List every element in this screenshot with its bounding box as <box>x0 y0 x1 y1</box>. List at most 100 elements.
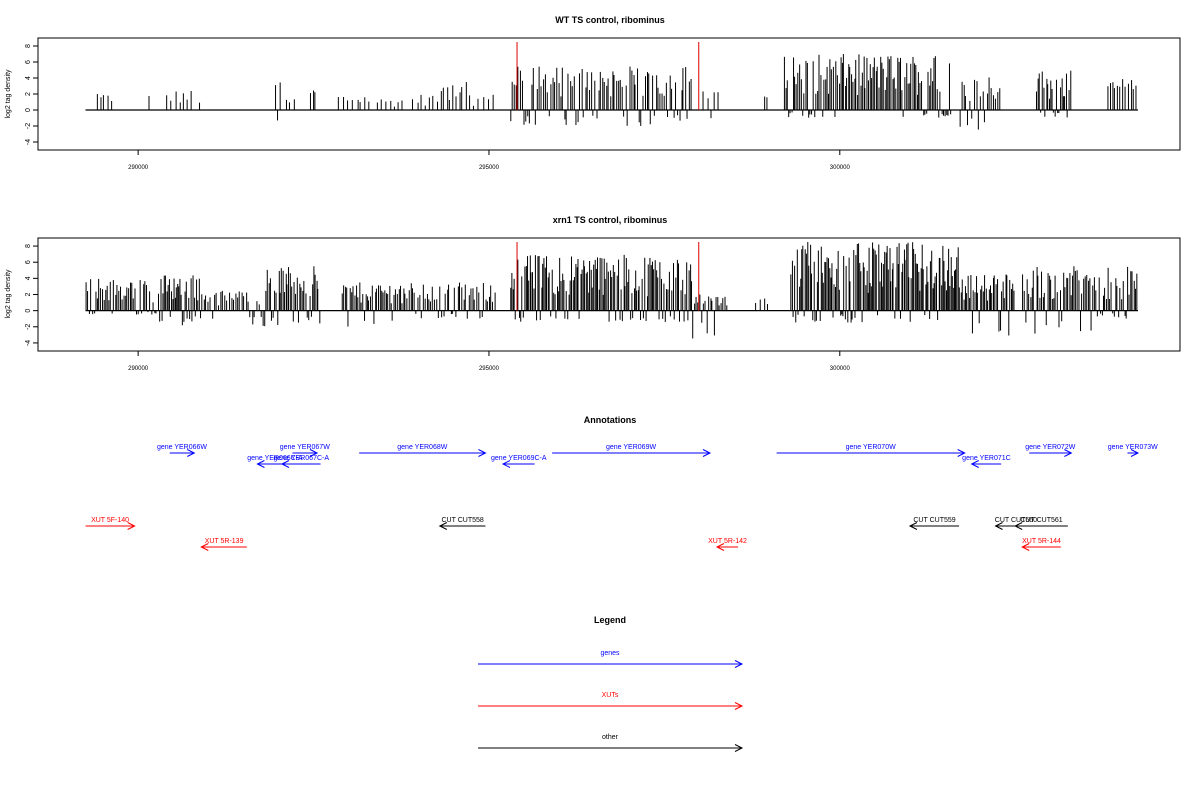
xrn1-x-tick: 290000 <box>128 351 149 372</box>
wt-y-tick-label: 4 <box>25 76 32 80</box>
annotation-feature-label: gene YER069C-A <box>491 455 547 462</box>
xrn1-x-tick-label: 290000 <box>128 366 149 372</box>
annotation-feature-label: gene YER072W <box>1025 444 1075 451</box>
xrn1-y-tick-label: 6 <box>25 260 32 264</box>
annotation-feature-label: XUT 5R-142 <box>708 538 747 545</box>
xrn1-panel: xrn1 TS control, ribominus log2 tag dens… <box>5 215 1181 372</box>
annotations-panel: Annotations gene YER066W gene YER067W gene… <box>85 415 1158 551</box>
annotation-feature: gene YER068W <box>359 444 487 457</box>
annotation-feature-label: gene YER067C-A <box>274 455 330 462</box>
wt-y-ticks: -4 -2 0 2 4 6 8 <box>25 44 39 145</box>
annotation-feature-label: gene YER067W <box>280 444 330 451</box>
annotation-feature: XUT 5R-139 <box>200 538 247 551</box>
wt-x-ticks: 290000 295000 300000 <box>128 150 850 171</box>
wt-x-tick-label: 290000 <box>128 165 149 171</box>
annotation-feature: gene YER069C-A <box>491 455 547 468</box>
xrn1-y-tick: -2 <box>25 324 38 330</box>
wt-y-tick-label: -4 <box>25 139 32 145</box>
wt-plot-frame <box>37 37 1181 151</box>
annotation-feature-label: XUT 5R-139 <box>205 538 244 545</box>
legend-entry: XUTs <box>478 692 744 710</box>
annotation-feature-label: CUT CUT561 <box>1020 517 1062 524</box>
xrn1-x-ticks: 290000 295000 300000 <box>128 351 850 372</box>
annotation-feature-label: CUT CUT559 <box>913 517 955 524</box>
annotation-feature-label: gene YER069W <box>606 444 656 451</box>
wt-y-tick-label: -2 <box>25 123 32 129</box>
xrn1-y-tick-label: -2 <box>25 324 32 330</box>
annotation-feature-label: gene YER071C <box>962 455 1011 462</box>
wt-y-tick: 0 <box>25 108 38 112</box>
wt-x-tick: 290000 <box>128 150 149 171</box>
legend-entry-label: genes <box>600 650 620 657</box>
xrn1-y-tick-label: 2 <box>25 292 32 296</box>
wt-y-tick: 2 <box>25 92 38 96</box>
annotation-feature: gene YER071C <box>962 455 1011 468</box>
legend-entries: genes XUTs other <box>478 650 744 752</box>
annotation-feature: gene YER067W <box>280 444 330 457</box>
annotation-feature: gene YER072W <box>1025 444 1076 457</box>
wt-y-tick: 8 <box>25 44 38 48</box>
annotation-feature-label: XUT 5F-140 <box>91 517 129 524</box>
wt-y-tick-label: 6 <box>25 60 32 64</box>
wt-y-tick-label: 2 <box>25 92 32 96</box>
annotation-feature-label: gene YER068W <box>397 444 447 451</box>
xrn1-markers <box>516 242 700 311</box>
wt-x-tick: 295000 <box>479 150 500 171</box>
wt-y-tick: 4 <box>25 76 38 80</box>
annotation-feature-label: gene YER066C-A <box>247 455 303 462</box>
wt-panel: WT TS control, ribominus log2 tag densit… <box>5 15 1181 171</box>
legend-title: Legend <box>594 615 626 625</box>
legend-entry: other <box>478 734 744 752</box>
annotation-feature-label: XUT 5R-144 <box>1022 538 1061 545</box>
wt-y-tick: 6 <box>25 60 38 64</box>
wt-y-tick-label: 0 <box>25 108 32 112</box>
annotation-features: gene YER066W gene YER067W gene YER068W gene… <box>85 444 1158 551</box>
xrn1-y-axis-label: log2 tag density <box>5 269 12 319</box>
annotation-feature: XUT 5F-140 <box>85 517 136 530</box>
annotation-feature: gene YER067C-A <box>274 455 330 468</box>
wt-y-tick: -2 <box>25 123 38 129</box>
annotation-feature-label: gene YER073W <box>1108 444 1158 451</box>
annotations-title: Annotations <box>584 415 637 425</box>
wt-y-tick-label: 8 <box>25 44 32 48</box>
annotation-feature: gene YER073W <box>1108 444 1158 457</box>
xrn1-x-tick: 300000 <box>830 351 850 372</box>
annotation-feature: CUT CUT561 <box>1014 517 1068 530</box>
annotation-feature-label: gene YER070W <box>846 444 896 451</box>
wt-panel-title: WT TS control, ribominus <box>555 15 665 25</box>
legend-panel: Legend genes XUTs other <box>478 615 744 752</box>
xrn1-y-tick: 6 <box>25 260 38 264</box>
legend-entry: genes <box>478 650 744 668</box>
annotation-feature: XUT 5R-144 <box>1021 538 1061 551</box>
xrn1-bars <box>85 242 1138 339</box>
xrn1-y-tick-label: -4 <box>25 340 32 346</box>
xrn1-y-ticks: -4 -2 0 2 4 6 8 <box>25 244 39 346</box>
wt-x-tick-label: 295000 <box>479 165 500 171</box>
annotation-feature-label: gene YER066W <box>157 444 207 451</box>
xrn1-y-tick: 8 <box>25 244 38 248</box>
xrn1-x-tick-label: 295000 <box>479 366 500 372</box>
wt-bars <box>96 54 1137 130</box>
xrn1-y-tick-label: 0 <box>25 309 32 313</box>
xrn1-panel-title: xrn1 TS control, ribominus <box>553 215 668 225</box>
xrn1-y-tick: 4 <box>25 276 38 280</box>
annotation-feature: CUT CUT559 <box>908 517 960 530</box>
annotation-feature: CUT CUT558 <box>438 517 486 530</box>
xrn1-y-tick-label: 4 <box>25 276 32 280</box>
wt-x-tick: 300000 <box>830 150 851 171</box>
xrn1-y-tick: 2 <box>25 292 38 296</box>
annotation-feature-label: CUT CUT558 <box>442 517 484 524</box>
annotation-feature: gene YER069W <box>552 444 712 457</box>
xrn1-y-tick-label: 8 <box>25 244 32 248</box>
wt-markers <box>516 42 700 110</box>
wt-y-tick: -4 <box>25 139 38 145</box>
annotation-feature: gene YER070W <box>776 444 966 457</box>
wt-y-axis-label: log2 tag density <box>5 69 12 119</box>
wt-x-tick-label: 300000 <box>830 165 851 171</box>
legend-entry-label: XUTs <box>602 692 619 699</box>
legend-entry-label: other <box>602 734 619 741</box>
xrn1-y-tick: -4 <box>25 340 38 346</box>
annotation-feature: XUT 5R-142 <box>708 538 747 551</box>
annotation-feature: gene YER066W <box>157 444 207 457</box>
